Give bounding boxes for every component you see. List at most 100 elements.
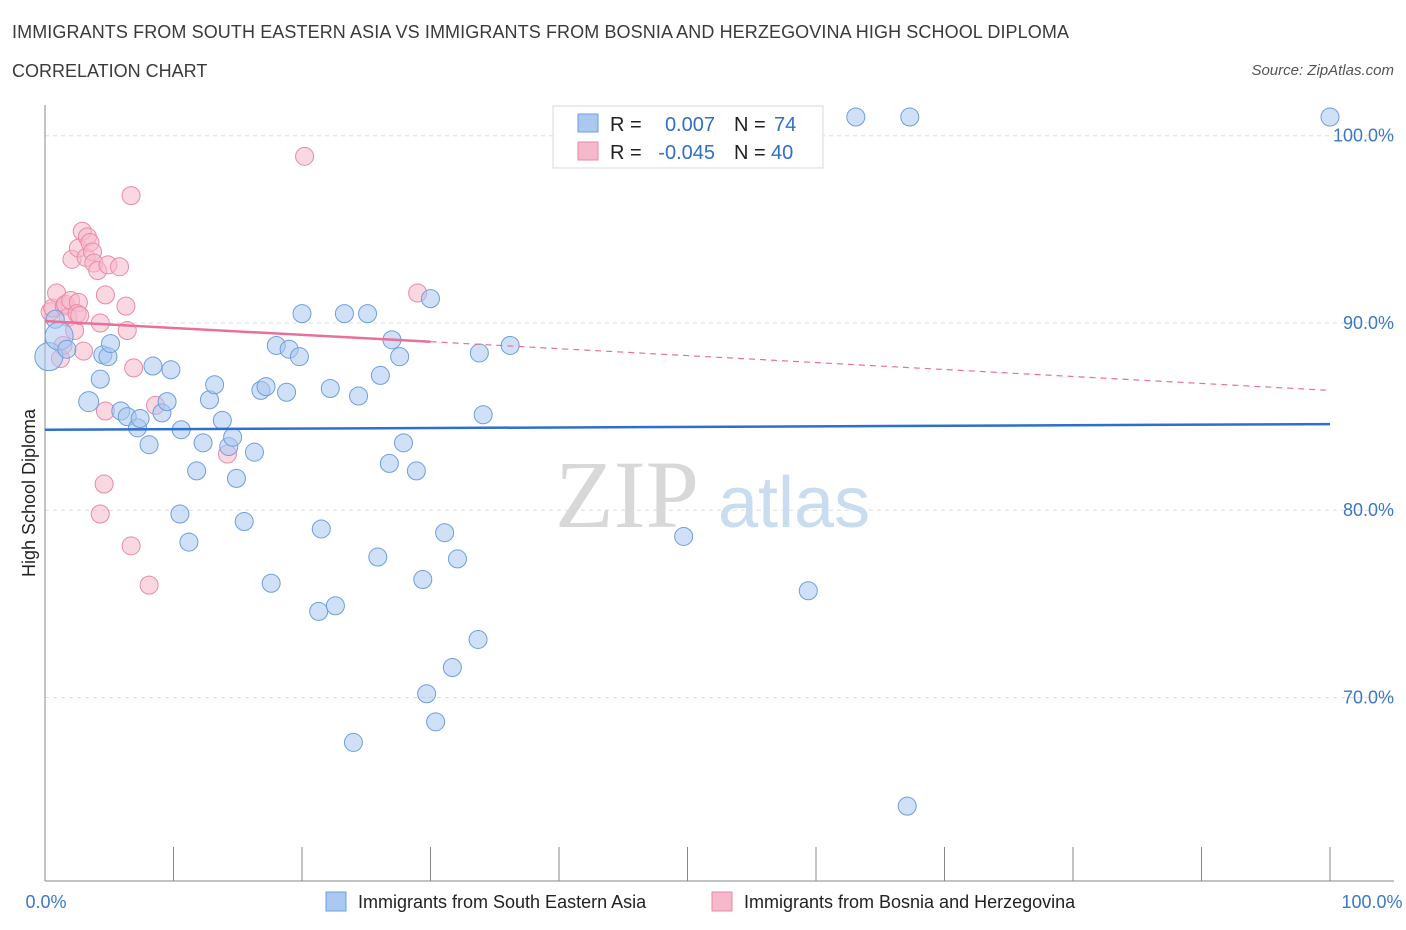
point-bosnia (110, 257, 130, 277)
point-sea (394, 433, 414, 453)
point-sea (469, 343, 489, 363)
point-sea (292, 304, 312, 324)
y-tick-label: 80.0% (1343, 500, 1394, 520)
point-sea (101, 334, 121, 354)
legend-swatch-sea (577, 113, 599, 133)
point-sea (798, 581, 818, 601)
point-bosnia (121, 186, 141, 206)
y-tick-labels: 70.0% 80.0% 90.0% 100.0% (1333, 126, 1394, 708)
point-sea (261, 573, 281, 593)
point-sea (57, 339, 77, 359)
x-axis-ticks (44, 847, 1331, 881)
trend-line-bosnia (44, 319, 431, 343)
point-sea (846, 107, 866, 127)
point-bosnia (124, 358, 144, 378)
x-tick-label-max: 100.0% (1341, 892, 1402, 912)
point-sea (78, 391, 100, 413)
point-bosnia (70, 305, 90, 325)
point-bosnia (116, 296, 136, 316)
point-sea (161, 360, 181, 380)
point-sea (1320, 107, 1340, 127)
series-legend: Immigrants from South Eastern Asia Immig… (325, 891, 1076, 912)
point-sea (90, 369, 110, 389)
y-tick-label: 100.0% (1333, 126, 1394, 146)
point-sea (179, 532, 199, 552)
point-sea (390, 347, 410, 367)
series-bosnia-points (40, 146, 428, 595)
point-sea (309, 601, 329, 621)
x-tick-label-min: 0.0% (25, 892, 66, 912)
point-bosnia (121, 536, 141, 556)
point-sea (234, 511, 254, 531)
point-bosnia (94, 474, 114, 494)
point-sea (277, 382, 297, 402)
watermark-atlas: atlas (718, 463, 870, 543)
bottom-legend-label-sea: Immigrants from South Eastern Asia (358, 892, 647, 912)
point-sea (447, 549, 467, 569)
legend-r-label-sea: R = (610, 114, 642, 136)
point-sea (442, 658, 462, 678)
point-bosnia (139, 575, 159, 595)
chart-title: IMMIGRANTS FROM SOUTH EASTERN ASIA VS IM… (12, 22, 1070, 42)
point-sea (674, 526, 694, 546)
point-sea (370, 365, 390, 385)
point-sea (212, 410, 232, 430)
stats-legend: R = 0.007 N = 74 R = -0.045 N = 40 (552, 105, 824, 169)
point-sea (334, 304, 354, 324)
point-sea (226, 468, 246, 488)
point-sea (358, 304, 378, 324)
watermark-zip: ZIP (555, 441, 699, 548)
legend-n-value-sea: 74 (774, 114, 796, 136)
bottom-legend-swatch-bosnia (711, 891, 733, 912)
point-bosnia (295, 146, 315, 166)
point-sea (187, 461, 207, 481)
point-sea (406, 461, 426, 481)
point-sea (244, 442, 264, 462)
grid-lines (45, 135, 1394, 698)
point-sea (349, 386, 369, 406)
point-sea (325, 596, 345, 616)
bottom-legend-swatch-sea (325, 891, 347, 912)
trend-line-sea (44, 422, 1331, 431)
point-sea (205, 375, 225, 395)
point-sea (421, 289, 440, 309)
point-sea (143, 356, 163, 376)
legend-r-value-bosnia: -0.045 (658, 142, 715, 164)
y-tick-label: 90.0% (1343, 313, 1394, 333)
point-sea (320, 379, 340, 399)
point-sea (130, 408, 150, 428)
point-sea (193, 433, 213, 453)
point-sea (139, 435, 159, 455)
legend-r-label-bosnia: R = (610, 142, 642, 164)
point-sea (900, 107, 920, 127)
series-sea-points (34, 107, 1340, 816)
point-sea (435, 523, 455, 543)
chart-subtitle: CORRELATION CHART (12, 61, 208, 81)
point-sea (289, 347, 309, 367)
point-sea (473, 405, 493, 425)
point-sea (468, 629, 488, 649)
y-tick-label: 70.0% (1343, 687, 1394, 707)
point-sea (379, 453, 399, 473)
watermark: ZIP atlas (555, 441, 870, 548)
point-sea (417, 684, 437, 704)
y-axis-title: High School Diploma (19, 408, 39, 577)
legend-r-value-sea: 0.007 (665, 114, 715, 136)
trend-lines (44, 319, 1331, 431)
legend-n-label-sea: N = (734, 114, 766, 136)
point-sea (223, 427, 243, 447)
legend-swatch-bosnia (577, 141, 599, 161)
point-sea (311, 519, 331, 539)
point-sea (170, 504, 190, 524)
trend-line-bosnia-extension (430, 341, 1331, 391)
point-bosnia (90, 504, 110, 524)
point-sea (897, 796, 917, 816)
point-sea (256, 377, 276, 397)
legend-n-label-bosnia: N = (734, 142, 766, 164)
point-sea (157, 392, 177, 412)
point-sea (343, 732, 363, 752)
legend-n-value-bosnia: 40 (771, 142, 793, 164)
point-sea (368, 547, 388, 567)
point-bosnia (95, 285, 115, 305)
